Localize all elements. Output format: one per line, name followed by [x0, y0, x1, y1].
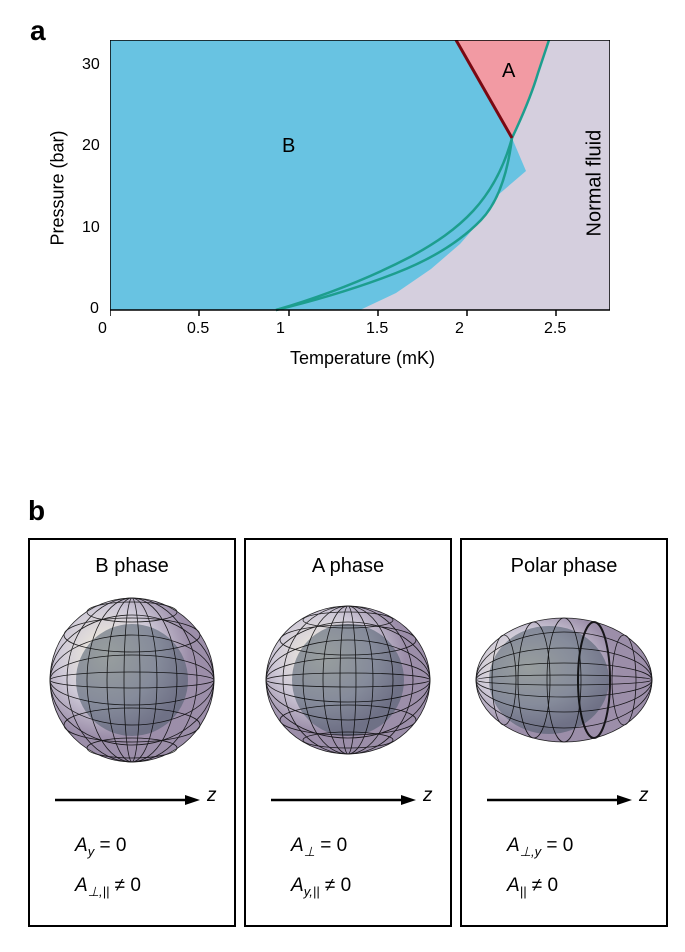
x-ticks	[110, 310, 556, 316]
a-label: A	[502, 60, 515, 83]
z-arrow-polar	[482, 790, 647, 810]
z-label-a: z	[423, 785, 433, 807]
phase-diagram	[110, 40, 610, 340]
b-eq1: Ay = 0	[75, 835, 126, 859]
b-eq2: A⊥,|| ≠ 0	[75, 875, 141, 900]
phase-panels-row: B phase	[28, 538, 668, 927]
panel-a-label: a	[30, 15, 46, 47]
b-phase-panel: B phase	[28, 538, 236, 927]
xtick-0: 0	[98, 320, 107, 338]
polar-phase-sphere	[474, 595, 654, 765]
a-phase-panel: A phase	[244, 538, 452, 927]
polar-phase-title: Polar phase	[462, 555, 666, 578]
z-arrow-a	[266, 790, 431, 810]
a-eq2: Ay,|| ≠ 0	[291, 875, 351, 899]
polar-phase-panel: Polar phase	[460, 538, 668, 927]
xlabel: Temperature (mK)	[290, 348, 435, 369]
a-phase-title: A phase	[246, 555, 450, 578]
xtick-4: 2	[455, 320, 464, 338]
z-label-b: z	[207, 785, 217, 807]
ytick-0: 0	[90, 300, 99, 318]
xtick-2: 1	[276, 320, 285, 338]
z-label-polar: z	[639, 785, 649, 807]
a-eq1: A⊥ = 0	[291, 835, 347, 860]
ytick-20: 20	[82, 137, 100, 155]
z-arrow-b	[50, 790, 215, 810]
xtick-1: 0.5	[187, 320, 209, 338]
b-label: B	[282, 135, 295, 158]
normal-label: Normal fluid	[584, 127, 607, 237]
xtick-3: 1.5	[366, 320, 388, 338]
b-phase-sphere	[47, 595, 217, 765]
ylabel: Pressure (bar)	[48, 126, 69, 246]
a-phase-sphere	[263, 595, 433, 765]
b-phase-title: B phase	[30, 555, 234, 578]
xtick-5: 2.5	[544, 320, 566, 338]
panel-b-label: b	[28, 495, 45, 527]
polar-eq1: A⊥,y = 0	[507, 835, 573, 860]
ytick-30: 30	[82, 56, 100, 74]
ytick-10: 10	[82, 219, 100, 237]
polar-eq2: A|| ≠ 0	[507, 875, 558, 899]
